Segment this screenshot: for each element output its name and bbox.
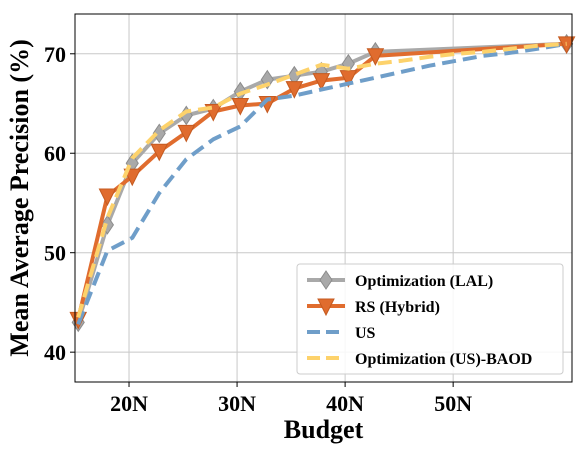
series-line xyxy=(76,41,567,326)
legend: Optimization (LAL) RS (Hybrid) US Optimizat… xyxy=(296,263,564,375)
x-tick-label: 50N xyxy=(434,391,472,416)
y-axis-title: Mean Average Precision (%) xyxy=(5,39,34,356)
y-tick-label: 60 xyxy=(44,141,66,166)
x-tick-label: 20N xyxy=(110,391,148,416)
legend-box xyxy=(296,263,564,375)
legend-label: Optimization (US)-BAOD xyxy=(355,351,532,368)
tick-labels: 20N 30N 40N 50N 40 50 60 70 xyxy=(44,42,472,416)
legend-entry: RS (Hybrid) xyxy=(307,298,440,317)
series-3 xyxy=(76,41,567,318)
x-tick-label: 30N xyxy=(218,391,256,416)
legend-entry: US xyxy=(307,325,376,342)
data-point xyxy=(366,48,385,66)
series-layer xyxy=(69,33,576,333)
y-tick-label: 40 xyxy=(44,340,66,365)
data-point xyxy=(98,188,117,207)
data-point xyxy=(150,143,169,162)
legend-label: US xyxy=(355,325,376,342)
series-line xyxy=(76,41,567,318)
data-point xyxy=(123,168,142,187)
legend-marker xyxy=(317,298,335,317)
series-2 xyxy=(76,41,567,326)
data-point xyxy=(312,73,331,91)
data-point xyxy=(231,98,250,116)
y-tick-label: 70 xyxy=(44,42,66,67)
plot-frame xyxy=(74,13,573,383)
legend-marker xyxy=(319,270,333,290)
data-point xyxy=(177,124,196,143)
legend-entry: Optimization (US)-BAOD xyxy=(307,351,532,368)
legend-label: RS (Hybrid) xyxy=(355,299,440,316)
legend-entry: Optimization (LAL) xyxy=(307,270,493,290)
y-tick-label: 50 xyxy=(44,241,66,266)
x-axis-title: Budget xyxy=(284,415,364,444)
legend-label: Optimization (LAL) xyxy=(355,273,493,290)
axis-ticks xyxy=(70,53,454,387)
data-point xyxy=(260,69,274,90)
x-tick-label: 40N xyxy=(326,391,364,416)
data-point xyxy=(152,123,166,144)
data-point xyxy=(285,81,304,99)
